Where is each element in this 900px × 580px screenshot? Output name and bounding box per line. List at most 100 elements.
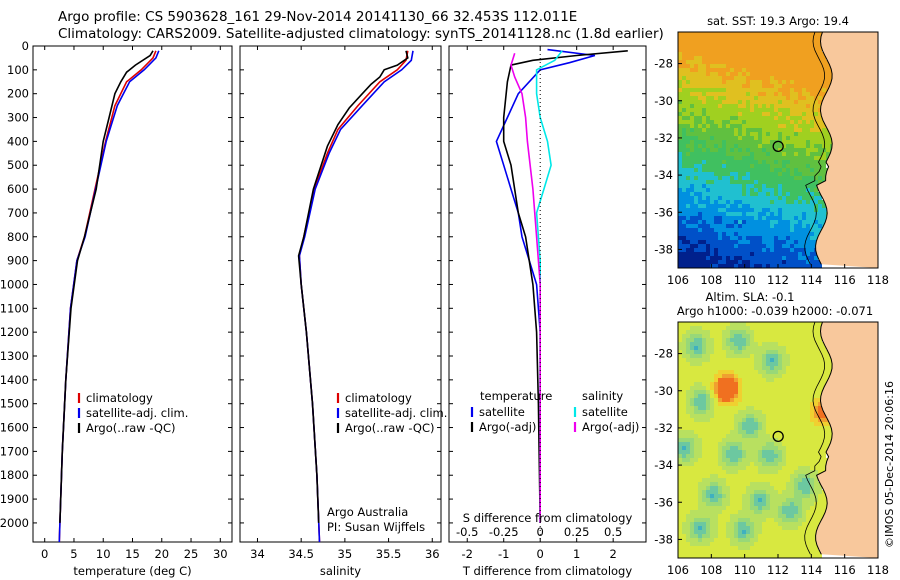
legend-header-temperature: temperature — [480, 389, 552, 403]
y-tick-label: 300 — [7, 111, 29, 125]
x-tick-label: -1 — [498, 547, 509, 561]
map-sst_map: 106 108 110 112 114 116 118 -28 -30 -32 -34 -36 -38 s… — [654, 14, 889, 287]
x-tick-label: 110 — [734, 273, 756, 287]
s-tick-label: -0.5 — [456, 525, 478, 539]
y-tick-label: -38 — [654, 532, 673, 546]
land — [815, 32, 878, 268]
y-tick-label: 1900 — [0, 492, 29, 506]
x-tick-label: 114 — [800, 273, 822, 287]
s-tick-label: 0.5 — [604, 525, 622, 539]
x-tick-label: 10 — [96, 547, 111, 561]
s-axis-label: S difference from climatology — [463, 511, 633, 525]
x-tick-label: 112 — [767, 563, 789, 577]
shelf-contour — [804, 32, 826, 265]
x-tick-label: 114 — [800, 563, 822, 577]
x-tick-label: 15 — [125, 547, 140, 561]
x-tick-label: 1 — [573, 547, 580, 561]
x-tick-label: 30 — [213, 547, 228, 561]
y-tick-label: 1600 — [0, 421, 29, 435]
legend-label: Argo(-adj) — [582, 420, 639, 434]
y-tick-label: 0 — [22, 39, 29, 53]
land — [815, 322, 878, 558]
x-tick-label: 116 — [834, 563, 856, 577]
float-marker — [772, 140, 784, 152]
title-line-2: Climatology: CARS2009. Satellite-adjuste… — [58, 26, 664, 42]
x-tick-label: 0 — [537, 547, 544, 561]
float-marker — [772, 430, 784, 442]
x-tick-label: 106 — [667, 273, 689, 287]
y-tick-label: 1000 — [0, 277, 29, 291]
x-axis-label: temperature (deg C) — [73, 564, 191, 578]
s-tick-label: -0.25 — [489, 525, 519, 539]
legend-label: climatology — [86, 391, 153, 405]
legend-label: Argo(-adj) — [479, 420, 536, 434]
map-title: Altim. SLA: -0.1 — [706, 290, 795, 304]
y-tick-label: 1800 — [0, 468, 29, 482]
legend-label: Argo(..raw -QC) — [345, 421, 435, 435]
x-tick-label: 108 — [700, 273, 722, 287]
x-tick-label: 110 — [734, 563, 756, 577]
x-tick-label: 35 — [338, 547, 353, 561]
legend-label: satellite — [582, 405, 628, 419]
y-tick-label: 700 — [7, 206, 29, 220]
y-tick-label: 100 — [7, 63, 29, 77]
y-tick-label: 400 — [7, 134, 29, 148]
y-tick-label: -36 — [654, 205, 673, 219]
s-tick-label: 0 — [537, 525, 544, 539]
panel-temperature: 0100200300400500600700800900100011001200… — [0, 39, 233, 578]
x-tick-label: 34.5 — [288, 547, 314, 561]
x-tick-label: 118 — [867, 563, 889, 577]
y-tick-label: 2000 — [0, 516, 29, 530]
x-tick-label: 35.5 — [376, 547, 402, 561]
x-tick-label: 34 — [250, 547, 265, 561]
x-axis-label: salinity — [320, 564, 361, 578]
y-tick-label: 800 — [7, 230, 29, 244]
credit-text: ©IMOS 05-Dec-2014 20:06:16 — [883, 381, 896, 548]
y-tick-label: 1700 — [0, 444, 29, 458]
y-tick-label: -36 — [654, 495, 673, 509]
s-tick-label: 0.25 — [564, 525, 590, 539]
panel-differences: -2 -1 0 1 2 T difference from climatology -0.5… — [448, 45, 647, 578]
y-tick-label: 600 — [7, 182, 29, 196]
x-tick-label: 25 — [184, 547, 199, 561]
y-tick-label: 1300 — [0, 349, 29, 363]
panel-frame — [448, 45, 647, 543]
annotation-line-2: PI: Susan Wijffels — [327, 520, 425, 534]
y-tick-label: -32 — [654, 131, 673, 145]
y-tick-label: -38 — [654, 242, 673, 256]
x-tick-label: 20 — [154, 547, 169, 561]
x-tick-label: 5 — [70, 547, 77, 561]
y-tick-label: -32 — [654, 421, 673, 435]
x-tick-label: 112 — [767, 273, 789, 287]
map-subtitle: Argo h1000: -0.039 h2000: -0.071 — [677, 304, 873, 318]
map-sla_map: 106 108 110 112 114 116 118 -28 -30 -32 -34 -36 -38 A… — [654, 290, 889, 577]
series-argo-raw-qc- — [297, 50, 409, 523]
x-tick-label: -2 — [462, 547, 473, 561]
y-tick-label: 1100 — [0, 301, 29, 315]
y-tick-label: 1500 — [0, 397, 29, 411]
y-tick-label: -30 — [654, 94, 673, 108]
x-tick-label: 118 — [867, 273, 889, 287]
x-tick-label: 108 — [700, 563, 722, 577]
x-tick-label: 106 — [667, 563, 689, 577]
series-t-satellite — [495, 48, 596, 523]
y-tick-label: 500 — [7, 158, 29, 172]
x-tick-label: 116 — [834, 273, 856, 287]
legend-label: satellite-adj. clim. — [345, 406, 447, 420]
y-tick-label: -34 — [654, 458, 673, 472]
legend-label: Argo(..raw -QC) — [86, 421, 176, 435]
y-tick-label: -28 — [654, 57, 673, 71]
x-tick-label: 36 — [425, 547, 440, 561]
x-tick-label: 0 — [41, 547, 48, 561]
coastline — [815, 32, 833, 265]
legend-label: satellite-adj. clim. — [86, 406, 188, 420]
y-tick-label: -28 — [654, 347, 673, 361]
title-line-1: Argo profile: CS 5903628_161 29-Nov-2014… — [58, 9, 578, 25]
y-tick-label: 900 — [7, 254, 29, 268]
series-argo-raw-qc- — [59, 50, 154, 523]
panel-salinity: 34 34.5 35 35.5 36 salinity climatologysatelli… — [239, 45, 447, 578]
panel-frame — [32, 45, 233, 543]
series-t-argo-adj- — [502, 50, 628, 523]
shelf-contour — [804, 322, 826, 555]
